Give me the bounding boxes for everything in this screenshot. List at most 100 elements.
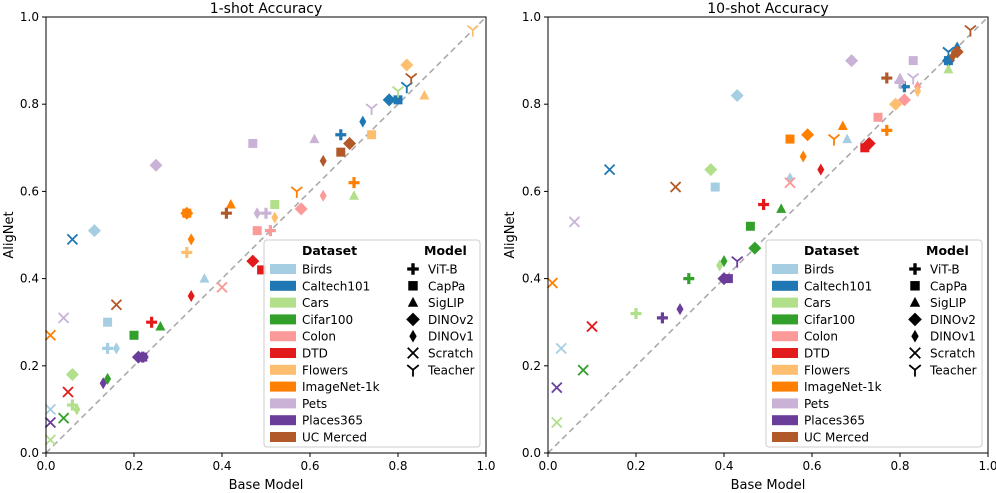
legend-swatch-cifar100: [270, 314, 296, 325]
tri-down-icon: [908, 364, 922, 377]
legend-swatch-cars: [270, 297, 296, 308]
x-tick-label: 0.8: [388, 459, 407, 473]
legend-label-vit-b: ViT-B: [428, 263, 458, 277]
point-colon-vit-b: [264, 225, 276, 237]
point-dtd-scratch: [586, 320, 598, 333]
x-tick-label: 0.6: [300, 459, 319, 473]
diamond-icon: [406, 312, 420, 327]
y-tick-label: 0.2: [522, 359, 541, 373]
panel-1shot: 1-shot Accuracy 0.00.0 0.2 0.2 0.4 0.4 0.6 0.6…: [2, 1, 496, 493]
x-tick-label: 0.2: [626, 459, 645, 473]
point-colon-cappa: [252, 226, 262, 236]
plot-frame: [547, 16, 989, 454]
point-caltech101-scratch: [66, 233, 79, 245]
legend-box: [765, 239, 983, 448]
point-flowers-dinov1: [914, 85, 922, 98]
point-colon-dinov2: [294, 202, 308, 216]
legend-label-colon: Colon: [302, 330, 336, 344]
plot-frame: [45, 16, 487, 454]
point-cars-cappa: [270, 199, 280, 209]
point-pets-scratch: [57, 312, 70, 324]
legend-label-caltech101: Caltech101: [302, 279, 370, 293]
point-dtd-vit-b: [758, 198, 770, 210]
legend-label-scratch: Scratch: [930, 347, 975, 361]
point-imagenet-1k-cappa: [785, 134, 795, 144]
point-uc-merced-dinov1: [319, 154, 327, 167]
x-tick-label: 0.2: [124, 459, 143, 473]
point-pets-cappa: [908, 56, 918, 66]
identity-line: [547, 16, 989, 454]
legend-label-imagenet-1k: ImageNet-1k: [302, 380, 380, 394]
point-caltech101-teacher: [942, 46, 955, 59]
legend-label-cars: Cars: [302, 296, 329, 310]
tri-down-icon: [406, 364, 420, 377]
legend-label-imagenet-1k: ImageNet-1k: [804, 380, 882, 394]
x-tick-label: 1.0: [476, 459, 495, 473]
point-birds-siglip: [199, 273, 210, 283]
point-cars-siglip: [349, 190, 359, 200]
point-cifar100-scratch: [57, 412, 70, 424]
x-tick-label: 0.0: [538, 459, 557, 473]
point-pets-scratch: [568, 216, 581, 228]
point-birds-dinov1: [112, 342, 120, 355]
legend-swatch-imagenet-1k: [270, 381, 296, 392]
point-birds-siglip: [842, 133, 853, 144]
legend-label-cifar100: Cifar100: [804, 313, 855, 327]
legend-label-cappa: CapPa: [930, 279, 967, 293]
point-pets-siglip: [309, 133, 320, 144]
legend-swatch-uc-merced: [772, 432, 798, 442]
legend-swatch-uc-merced: [270, 432, 296, 442]
plus-icon: [909, 263, 921, 275]
legend-swatch-cars: [772, 297, 798, 308]
identity-line: [45, 16, 487, 454]
legend-label-dinov2: DINOv2: [930, 313, 976, 327]
point-colon-scratch: [216, 281, 228, 293]
point-imagenet-1k-teacher: [290, 186, 303, 198]
point-cifar100-cappa: [745, 221, 755, 231]
legend-label-teacher: Teacher: [427, 363, 475, 377]
point-imagenet-1k-dinov2: [180, 206, 194, 220]
scatter-points: [44, 24, 479, 446]
legend-swatch-birds: [772, 264, 798, 274]
point-birds-scratch: [555, 342, 567, 354]
square-icon: [910, 281, 920, 291]
legend: Dataset Model Birds Caltech101 Cars Cifar100 C…: [263, 239, 481, 448]
x-axis-label: Base Model: [731, 478, 806, 493]
legend-model-title: Model: [926, 243, 969, 258]
point-pets-vit-b: [894, 76, 906, 88]
point-pets-dinov2: [845, 54, 859, 68]
point-cars-vit-b: [630, 307, 642, 319]
triangle-icon: [407, 296, 419, 307]
point-flowers-dinov2: [889, 97, 903, 111]
legend-label-siglip: SigLIP: [428, 296, 464, 310]
point-cifar100-siglip: [155, 321, 166, 331]
legend-label-flowers: Flowers: [302, 363, 348, 377]
point-cifar100-dinov2: [748, 241, 762, 255]
x-icon: [407, 347, 419, 359]
legend-label-vit-b: ViT-B: [930, 263, 960, 277]
x-tick-label: 0.8: [890, 459, 909, 473]
legend-swatch-colon: [772, 331, 798, 342]
point-places365-dinov2: [717, 272, 731, 286]
point-flowers-dinov2: [400, 58, 414, 72]
y-axis-label: AligNet: [503, 211, 518, 258]
point-uc-merced-vit-b: [881, 72, 893, 84]
point-cars-dinov2: [65, 368, 79, 382]
legend-label-uc-merced: UC Merced: [302, 431, 367, 445]
y-tick-label: 0.4: [522, 272, 541, 286]
legend-label-dinov2: DINOv2: [428, 313, 474, 327]
legend-swatch-pets: [772, 398, 798, 409]
point-dtd-cappa: [257, 265, 267, 275]
point-pets-siglip: [895, 72, 905, 83]
point-cifar100-cappa: [129, 330, 139, 340]
legend-label-birds: Birds: [804, 263, 834, 277]
legend-label-dtd: DTD: [302, 347, 328, 361]
legend-label-cars: Cars: [804, 296, 831, 310]
legend-dataset-title: Dataset: [302, 243, 357, 258]
point-pets-dinov2: [149, 158, 163, 172]
y-tick-label: 1.0: [522, 10, 541, 24]
point-dtd-cappa: [860, 143, 870, 153]
legend-label-teacher: Teacher: [929, 363, 977, 377]
point-caltech101-vit-b: [898, 81, 910, 93]
point-dtd-dinov2: [862, 136, 876, 150]
